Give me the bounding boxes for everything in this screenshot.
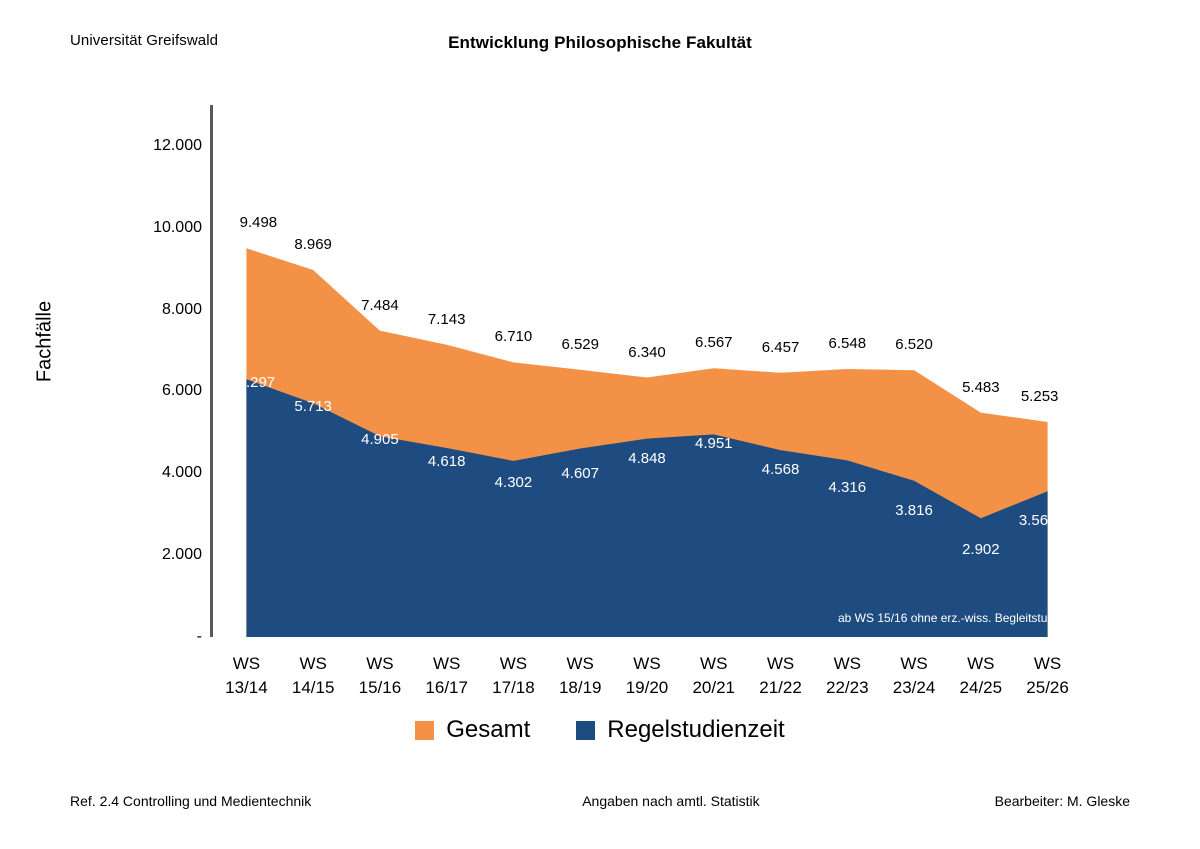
data-label-gesamt: 8.969 <box>294 235 332 253</box>
area-series-regelstudienzeit <box>246 379 1048 637</box>
x-axis-tick: WS 17/18 <box>492 654 535 697</box>
chart-area: Fachfälle - 2.000 4.000 6.000 8.000 10.000 12.… <box>33 0 1081 760</box>
x-axis-tick: WS 24/25 <box>959 654 1003 697</box>
data-label-gesamt: 6.520 <box>895 336 933 354</box>
footer-left: Ref. 2.4 Controlling und Medientechnik <box>70 793 312 809</box>
legend-label: Regelstudienzeit <box>607 716 785 743</box>
legend-item-regelstudienzeit[interactable]: Regelstudienzeit <box>576 716 785 743</box>
data-label-regelstudienzeit: 2.902 <box>962 541 1000 559</box>
data-label-regelstudienzeit: 4.951 <box>694 435 733 453</box>
y-axis-tick: 4.000 <box>161 464 202 482</box>
legend-swatch-icon <box>576 720 596 740</box>
data-label-gesamt: 7.484 <box>361 296 399 314</box>
data-label-regelstudienzeit: 4.316 <box>828 479 867 497</box>
footer-center: Angaben nach amtl. Statistik <box>582 793 760 809</box>
plot-region <box>213 105 1081 637</box>
data-label-regelstudienzeit: 4.848 <box>628 449 666 467</box>
data-label-regelstudienzeit: 3.816 <box>895 501 933 519</box>
footer-right: Bearbeiter: M. Gleske <box>994 793 1130 809</box>
footer: Ref. 2.4 Controlling und Medientechnik A… <box>70 793 1130 809</box>
x-axis-tick-labels: WS 13/14 WS 14/15 WS 15/16 WS 16/17 WS 17/18 WS 18/… <box>213 652 1081 714</box>
x-axis-tick: WS 19/20 <box>625 654 669 697</box>
y-axis-tick: 10.000 <box>153 218 202 236</box>
x-axis-tick: WS 13/14 <box>225 654 268 697</box>
data-label-regelstudienzeit: 4.618 <box>427 453 466 471</box>
plot-annotation: ab WS 15/16 ohne erz.-wiss. Begleitstudi… <box>838 611 1074 625</box>
x-axis-tick: WS 21/22 <box>759 654 802 697</box>
data-label-gesamt: 6.457 <box>761 338 800 356</box>
y-axis-tick: 2.000 <box>161 546 202 564</box>
organization-name: Universität Greifswald <box>70 32 219 49</box>
data-label-gesamt: 5.483 <box>962 378 1000 396</box>
data-label-gesamt: 6.548 <box>828 335 867 353</box>
data-label-regelstudienzeit: 4.568 <box>761 461 800 479</box>
x-axis-tick: WS 23/24 <box>892 654 936 697</box>
chart-title: Entwicklung Philosophische Fakultät <box>448 33 752 52</box>
data-label-regelstudienzeit: 4.905 <box>361 431 399 449</box>
data-label-gesamt: 5.253 <box>1020 388 1059 406</box>
y-axis-tick: - <box>196 628 202 645</box>
data-label-regelstudienzeit: 3.564 <box>1018 512 1057 530</box>
y-axis-title: Fachfälle <box>33 300 56 383</box>
x-axis-tick: WS 14/15 <box>291 654 335 697</box>
y-axis-tick: 12.000 <box>153 136 202 154</box>
data-label-regelstudienzeit: 6.297 <box>237 374 276 392</box>
data-label-gesamt: 9.498 <box>239 214 278 232</box>
x-axis-tick: WS 25/26 <box>1026 654 1069 697</box>
data-label-gesamt: 6.529 <box>561 335 599 353</box>
data-label-regelstudienzeit: 5.713 <box>294 398 332 416</box>
data-label-gesamt: 7.143 <box>427 310 466 328</box>
y-axis-tick: 6.000 <box>161 382 202 400</box>
chart-legend: Gesamt Regelstudienzeit <box>0 718 1200 742</box>
legend-swatch-icon <box>415 720 435 740</box>
y-axis-tick-labels: - 2.000 4.000 6.000 8.000 10.000 12.000 <box>98 0 202 760</box>
x-axis-tick: WS 15/16 <box>358 654 402 697</box>
x-axis-tick: WS 22/23 <box>826 654 869 697</box>
data-label-regelstudienzeit: 4.302 <box>494 473 533 491</box>
x-axis-tick: WS 18/19 <box>558 654 602 697</box>
x-axis-tick: WS 20/21 <box>692 654 736 697</box>
y-axis-tick: 8.000 <box>161 300 202 318</box>
legend-item-gesamt[interactable]: Gesamt <box>415 718 530 742</box>
data-label-gesamt: 6.710 <box>494 328 533 346</box>
data-label-regelstudienzeit: 4.607 <box>561 465 599 483</box>
y-axis-line <box>210 105 213 637</box>
x-axis-tick: WS 16/17 <box>425 654 468 697</box>
data-label-gesamt: 6.340 <box>628 343 666 361</box>
legend-label: Gesamt <box>446 716 531 743</box>
data-label-gesamt: 6.567 <box>694 334 733 352</box>
area-chart-svg <box>246 248 1048 637</box>
